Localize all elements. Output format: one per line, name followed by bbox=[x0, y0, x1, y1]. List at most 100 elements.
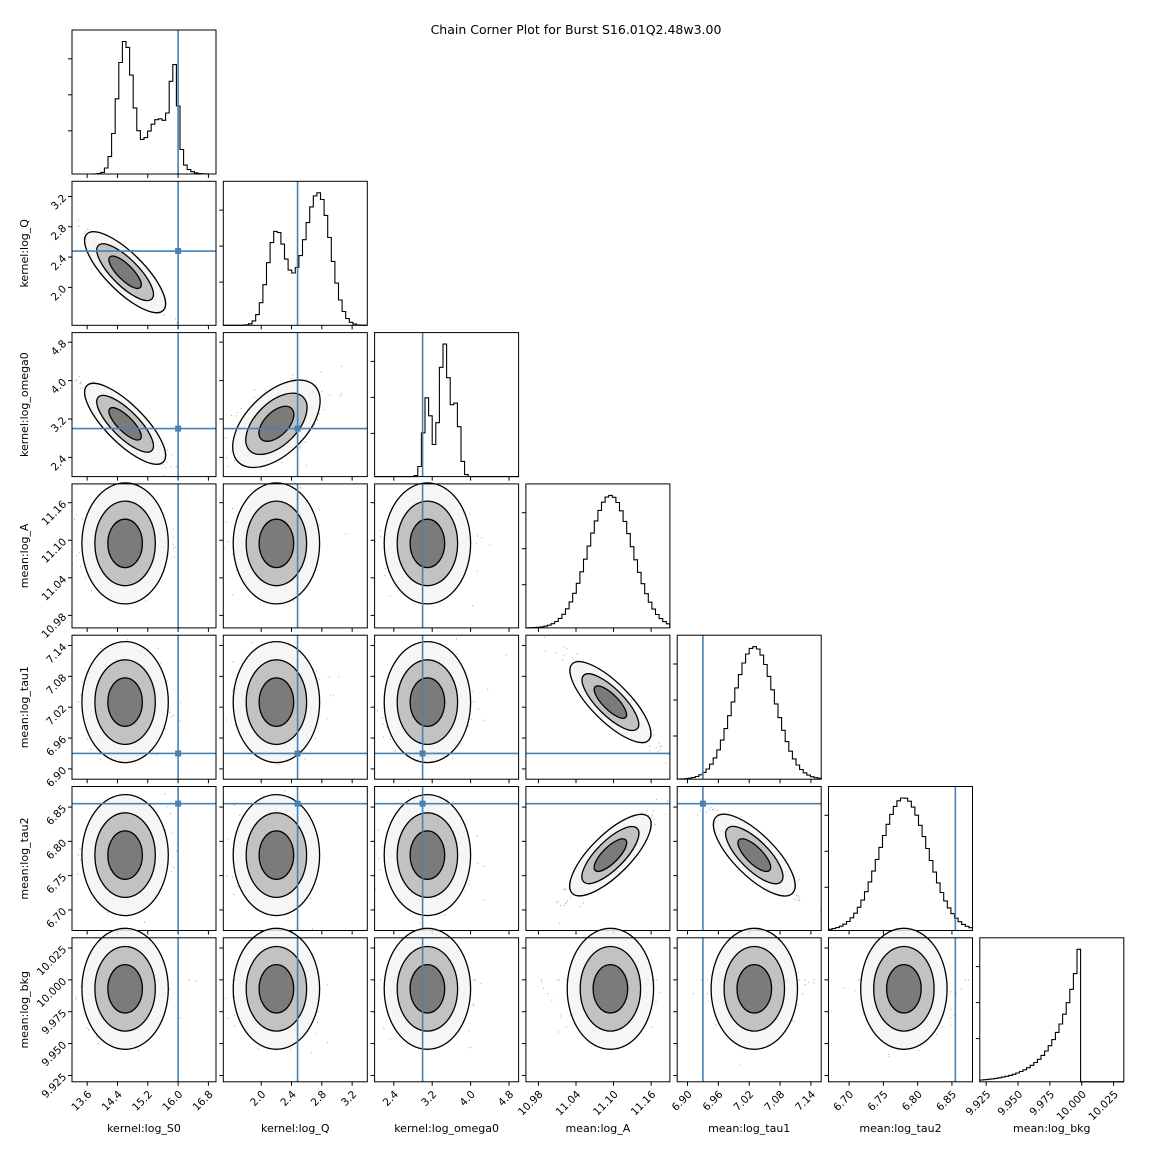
scatter-panel bbox=[68, 332, 217, 481]
density-contour bbox=[885, 963, 922, 1014]
y-tick-label: 11.10 bbox=[40, 536, 70, 566]
density-contour bbox=[258, 405, 295, 442]
panel-frame bbox=[525, 483, 671, 629]
y-tick-label: 10.98 bbox=[39, 611, 69, 641]
truth-marker bbox=[419, 800, 426, 807]
scatter-panel bbox=[219, 482, 368, 632]
scatter-panel bbox=[68, 786, 217, 935]
x-tick-label: 11.04 bbox=[553, 1088, 583, 1118]
density-contour bbox=[409, 830, 446, 880]
scatter-panel bbox=[68, 482, 217, 632]
panel-frame bbox=[374, 332, 520, 478]
x-tick-label: 6.70 bbox=[831, 1089, 856, 1114]
truth-marker bbox=[294, 800, 301, 807]
scatter-panel bbox=[219, 332, 368, 481]
scatter-panel bbox=[673, 927, 822, 1086]
x-tick-label: 9.925 bbox=[964, 1089, 994, 1119]
panel-frame bbox=[828, 937, 973, 1083]
histogram-step bbox=[979, 948, 1124, 1083]
density-contour bbox=[737, 838, 772, 873]
panel-frame bbox=[222, 483, 368, 629]
density-contour bbox=[107, 963, 144, 1014]
x-tick-label: 2.8 bbox=[309, 1089, 329, 1109]
panel-frame bbox=[222, 180, 368, 326]
scatter-panel bbox=[68, 634, 217, 784]
panel-frame bbox=[979, 937, 1125, 1083]
scatter-panel bbox=[673, 786, 822, 935]
x-tick-label: 11.10 bbox=[591, 1089, 621, 1119]
density-contour bbox=[258, 518, 295, 569]
density-contour bbox=[107, 518, 144, 569]
y-tick-label: 7.14 bbox=[44, 641, 69, 666]
density-contour bbox=[409, 677, 446, 727]
histogram-panel bbox=[370, 332, 520, 481]
y-tick-label: 2.0 bbox=[49, 283, 69, 303]
histogram-step bbox=[374, 343, 519, 478]
x-tick-label: 3.2 bbox=[419, 1089, 439, 1109]
x-tick-label: 16.8 bbox=[191, 1089, 216, 1114]
x-tick-label: 16.0 bbox=[160, 1089, 185, 1114]
histogram-panel bbox=[824, 786, 974, 935]
density-contour bbox=[108, 255, 142, 290]
truth-marker bbox=[419, 750, 426, 757]
y-tick-label: 3.2 bbox=[49, 415, 69, 435]
x-tick-label: 11.16 bbox=[629, 1088, 659, 1118]
scatter-panel bbox=[68, 180, 217, 330]
panel-frame bbox=[71, 483, 217, 629]
density-contour bbox=[736, 963, 773, 1014]
x-tick-label: 14.4 bbox=[100, 1088, 125, 1113]
x-tick-label: 2.4 bbox=[381, 1088, 402, 1109]
y-tick-label: 10.025 bbox=[35, 944, 69, 978]
scatter-panel bbox=[219, 786, 368, 935]
x-axis-label: mean:log_tau2 bbox=[859, 1122, 941, 1135]
density-contour bbox=[107, 830, 144, 880]
panel-frame bbox=[676, 634, 822, 780]
histogram-panel bbox=[975, 937, 1125, 1086]
scatter-panel bbox=[521, 786, 671, 935]
density-contour bbox=[593, 685, 628, 719]
y-tick-label: 6.75 bbox=[44, 871, 69, 896]
panel-frame bbox=[525, 937, 671, 1083]
histogram-step bbox=[223, 192, 368, 326]
chart-title: Chain Corner Plot for Burst S16.01Q2.48w… bbox=[431, 22, 722, 37]
histogram-panel bbox=[521, 483, 671, 632]
x-axis-label: kernel:log_omega0 bbox=[394, 1122, 499, 1135]
x-axis-label: kernel:log_S0 bbox=[107, 1122, 181, 1135]
x-tick-label: 6.96 bbox=[701, 1088, 726, 1113]
panel-frame bbox=[222, 332, 368, 478]
x-axis-label: kernel:log_Q bbox=[261, 1122, 330, 1135]
x-tick-label: 4.8 bbox=[496, 1089, 516, 1109]
scatter-panel bbox=[370, 482, 520, 632]
y-tick-label: 4.8 bbox=[49, 338, 69, 358]
density-contour bbox=[593, 838, 628, 873]
y-tick-label: 11.04 bbox=[40, 573, 70, 603]
x-tick-label: 10.000 bbox=[1054, 1088, 1088, 1122]
y-tick-label: 6.96 bbox=[44, 734, 69, 759]
x-tick-label: 3.2 bbox=[339, 1088, 359, 1108]
x-tick-label: 7.02 bbox=[731, 1089, 756, 1114]
scatter-panel bbox=[219, 927, 368, 1086]
x-tick-label: 2.0 bbox=[248, 1089, 268, 1109]
density-contour bbox=[409, 963, 446, 1014]
y-axis-label: mean:log_bkg bbox=[18, 971, 31, 1049]
scatter-panel bbox=[521, 634, 671, 784]
x-tick-label: 10.98 bbox=[516, 1089, 546, 1119]
truth-marker bbox=[175, 248, 182, 255]
scatter-panel bbox=[370, 927, 520, 1086]
x-axis-label: mean:log_tau1 bbox=[708, 1122, 790, 1135]
panel-frame bbox=[222, 937, 368, 1083]
x-tick-label: 6.85 bbox=[934, 1089, 959, 1114]
y-axis-label: mean:log_tau1 bbox=[18, 666, 31, 748]
density-contour bbox=[409, 518, 446, 569]
histogram-step bbox=[525, 494, 671, 629]
y-tick-label: 7.08 bbox=[44, 672, 69, 697]
panel-frame bbox=[71, 29, 217, 175]
histogram-panel bbox=[219, 180, 368, 330]
y-tick-label: 3.2 bbox=[49, 192, 69, 212]
y-axis-label: kernel:log_Q bbox=[18, 219, 31, 288]
y-tick-label: 2.4 bbox=[49, 253, 70, 274]
y-tick-label: 10.000 bbox=[35, 976, 69, 1010]
x-tick-label: 6.80 bbox=[900, 1088, 925, 1113]
density-contour bbox=[107, 677, 144, 727]
density-contour bbox=[592, 963, 629, 1014]
